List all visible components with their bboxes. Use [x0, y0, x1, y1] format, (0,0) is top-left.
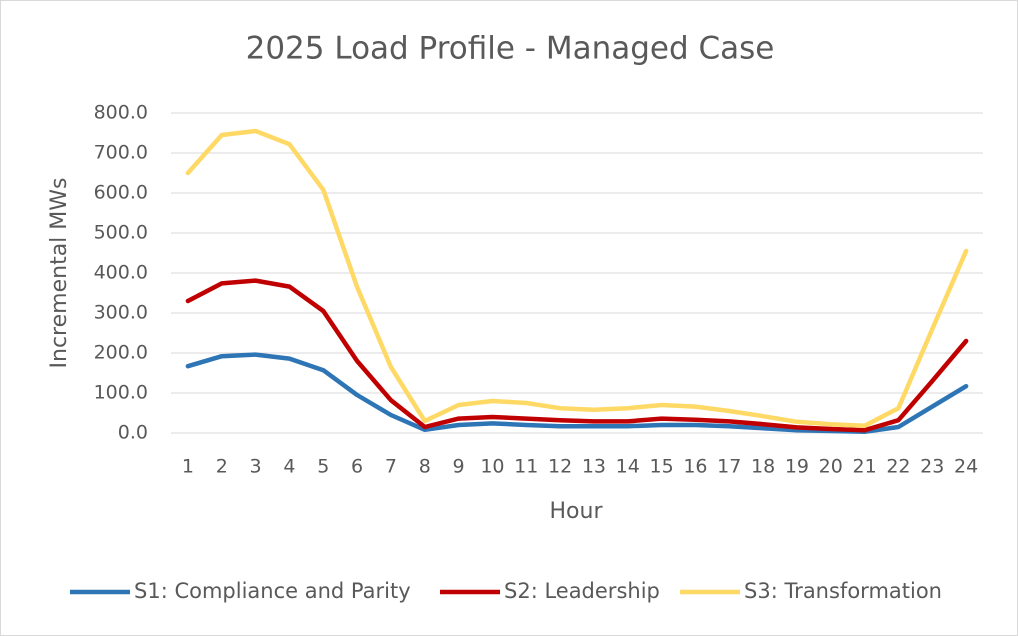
y-tick-label: 0.0 — [118, 422, 148, 444]
x-tick-label: 1 — [182, 456, 194, 478]
x-tick-label: 24 — [954, 456, 978, 478]
series-line — [185, 278, 969, 433]
y-tick-label: 500.0 — [94, 222, 148, 244]
x-tick-label: 13 — [582, 456, 606, 478]
x-tick-label: 9 — [453, 456, 465, 478]
x-tick-label: 4 — [283, 456, 295, 478]
y-tick-label: 100.0 — [94, 382, 148, 404]
x-tick-label: 23 — [920, 456, 944, 478]
x-tick-label: 10 — [480, 456, 504, 478]
x-tick-label: 22 — [886, 456, 910, 478]
y-tick-label: 600.0 — [94, 182, 148, 204]
x-tick-label: 3 — [250, 456, 262, 478]
x-tick-label: 16 — [683, 456, 707, 478]
x-tick-label: 7 — [385, 456, 397, 478]
x-tick-label: 5 — [317, 456, 329, 478]
x-tick-label: 11 — [514, 456, 538, 478]
legend-label: S2: Leadership — [504, 579, 660, 603]
y-axis-title: Incremental MWs — [47, 178, 72, 369]
chart-title: 2025 Load Profile - Managed Case — [246, 31, 775, 67]
x-tick-label: 19 — [785, 456, 809, 478]
y-tick-label: 800.0 — [94, 102, 148, 124]
x-tick-label: 17 — [717, 456, 741, 478]
x-tick-label: 20 — [819, 456, 843, 478]
x-tick-label: 18 — [751, 456, 775, 478]
series-line — [185, 128, 969, 429]
legend-label: S3: Transformation — [744, 579, 942, 603]
y-tick-label: 400.0 — [94, 262, 148, 284]
x-tick-label: 21 — [852, 456, 876, 478]
y-tick-label: 300.0 — [94, 302, 148, 324]
y-tick-label: 700.0 — [94, 142, 148, 164]
x-tick-label: 14 — [616, 456, 640, 478]
x-tick-label: 15 — [649, 456, 673, 478]
x-axis-title: Hour — [550, 499, 604, 524]
x-tick-label: 12 — [548, 456, 572, 478]
legend-label: S1: Compliance and Parity — [134, 579, 411, 603]
x-tick-label: 2 — [216, 456, 228, 478]
x-tick-label: 8 — [419, 456, 431, 478]
y-tick-label: 200.0 — [94, 342, 148, 364]
x-tick-label: 6 — [351, 456, 363, 478]
